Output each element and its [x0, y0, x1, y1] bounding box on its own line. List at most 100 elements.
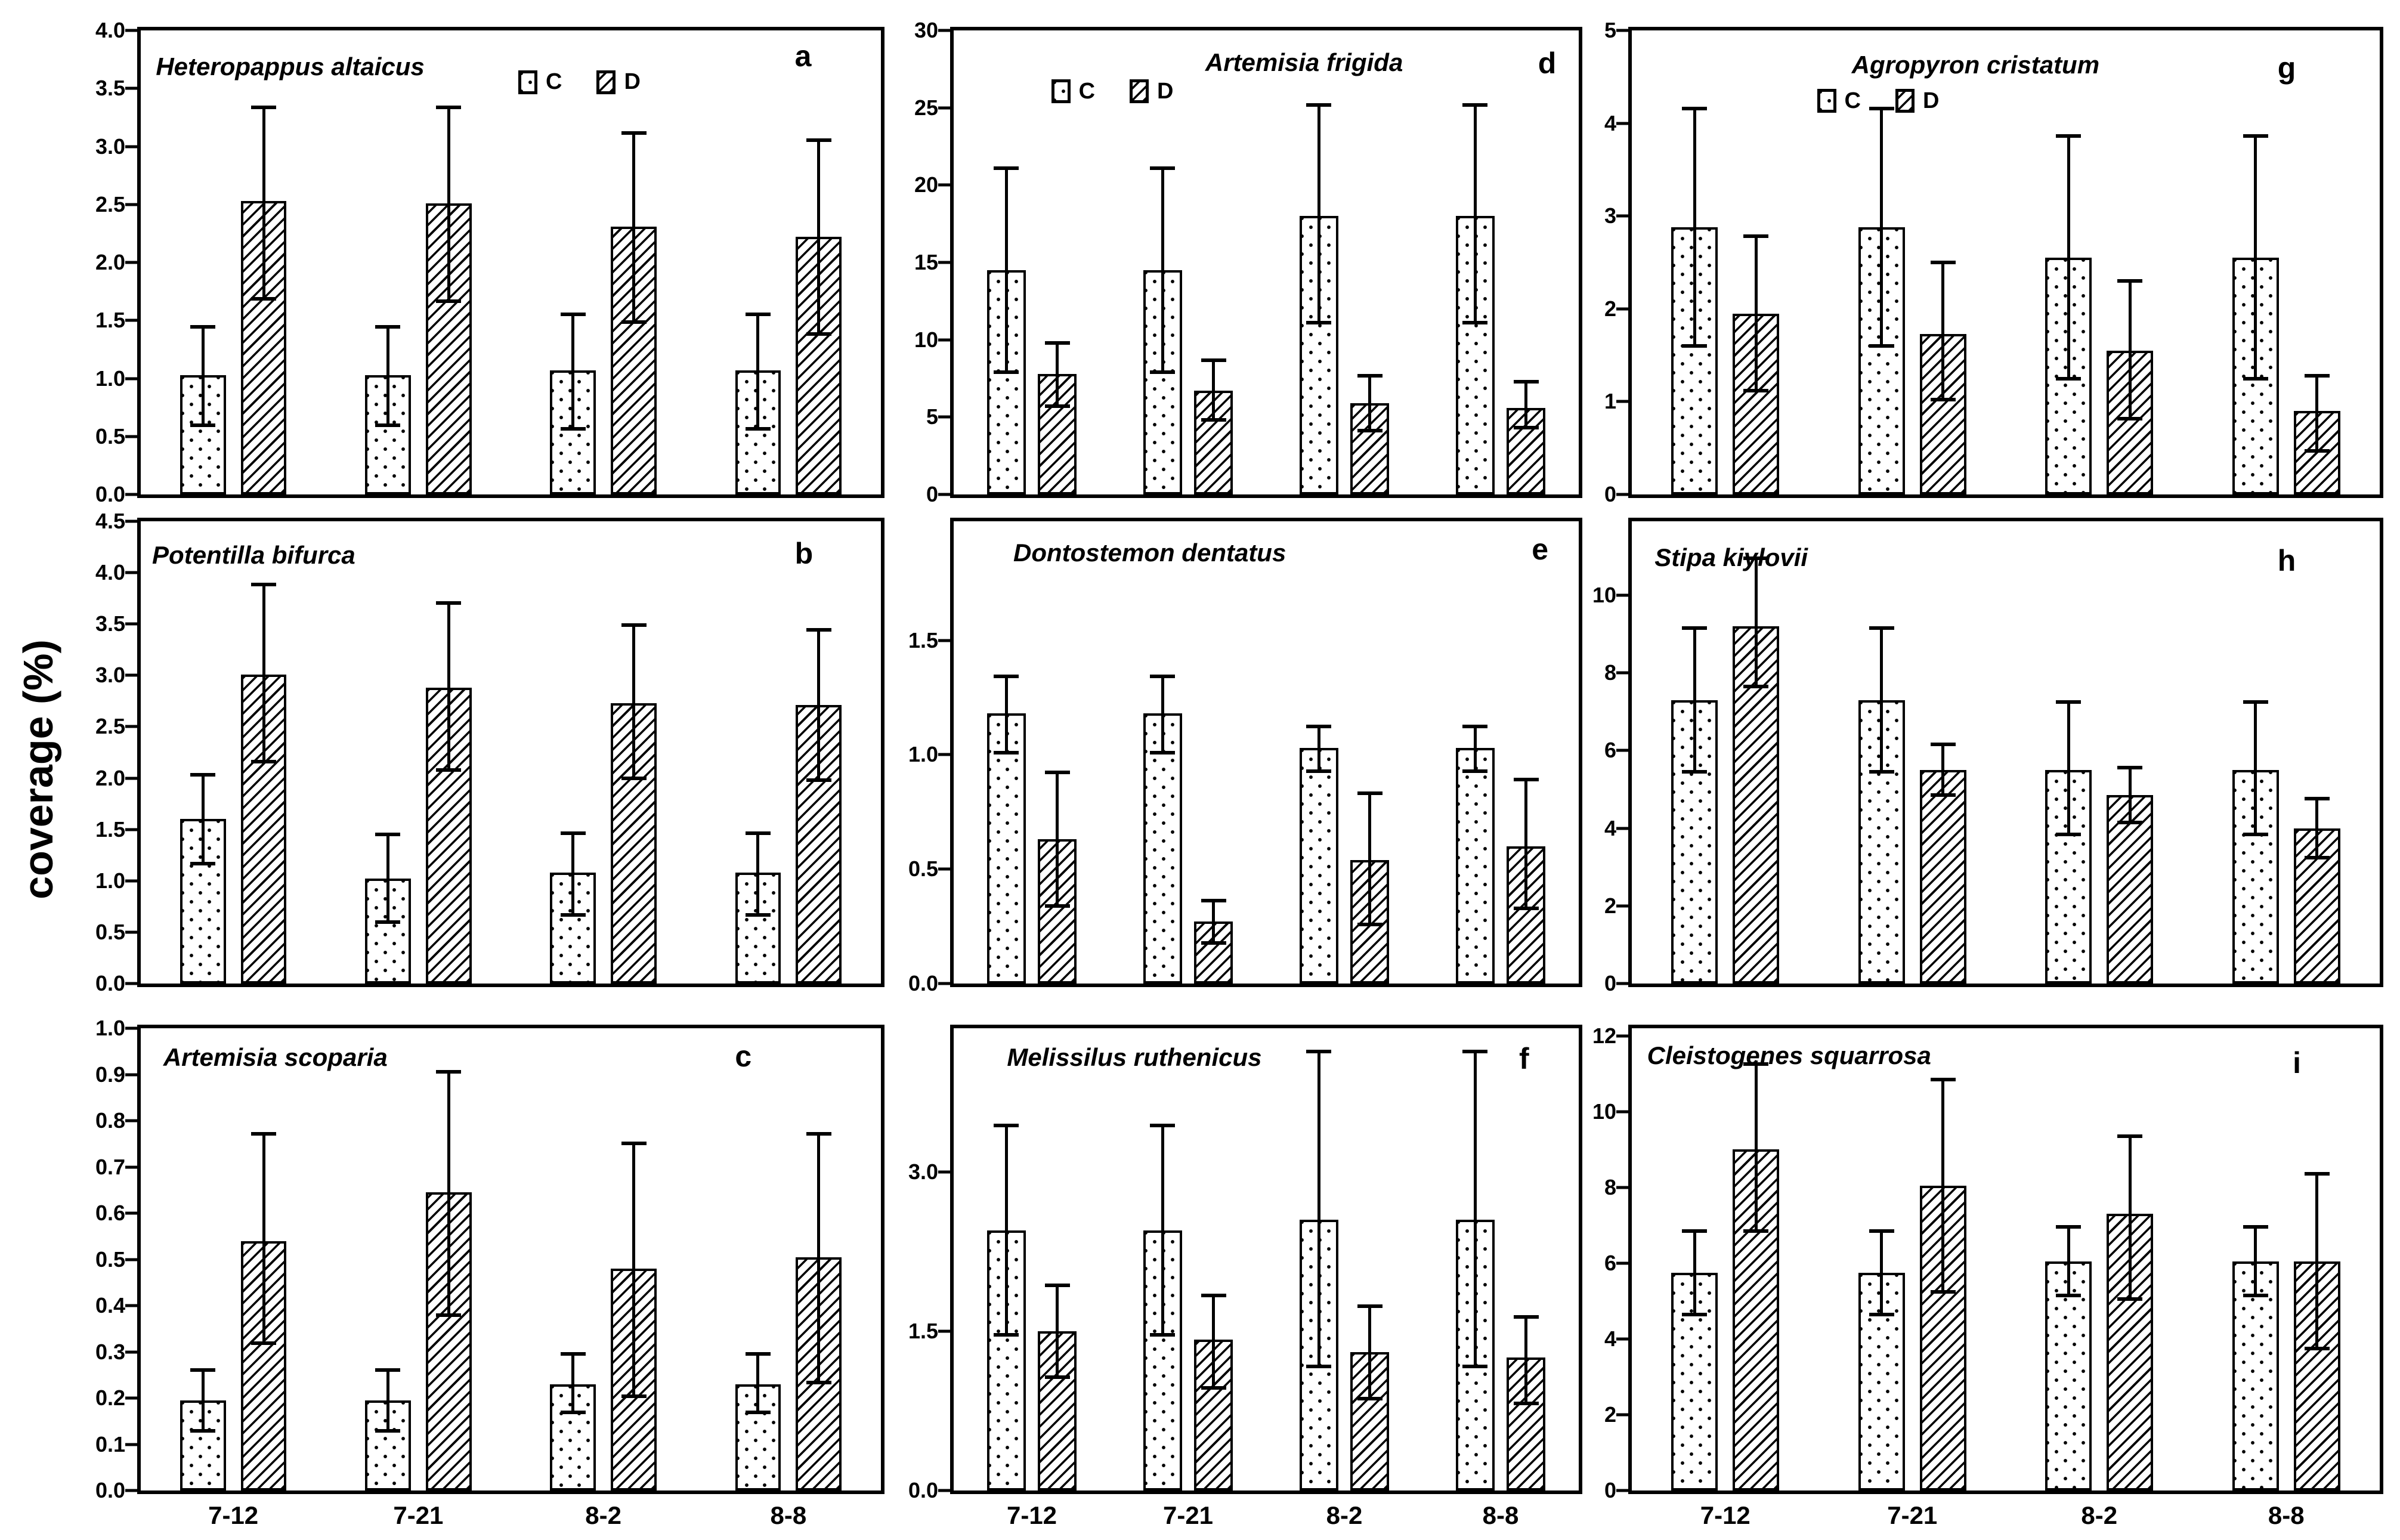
error-cap-top — [1150, 675, 1176, 679]
error-bar-C-7-12 — [1693, 1229, 1696, 1316]
error-cap-top — [2243, 700, 2268, 704]
error-cap-top — [1044, 341, 1070, 345]
error-bar-D-8-2 — [2128, 766, 2132, 824]
y-tick-mark — [125, 1165, 137, 1168]
error-bar-D-8-8 — [1524, 1315, 1528, 1406]
y-tick-mark — [125, 725, 137, 728]
error-cap-top — [2056, 1225, 2082, 1229]
bar-C-8-8 — [2232, 1261, 2279, 1490]
error-cap-bottom — [1462, 769, 1488, 774]
y-tick-mark — [125, 1350, 137, 1353]
legend-label-d: D — [1157, 78, 1174, 104]
y-tick-label: 0.0 — [95, 971, 125, 995]
bar-D-7-21 — [1919, 769, 1966, 984]
y-tick-label: 5 — [1604, 18, 1616, 42]
error-cap-bottom — [251, 760, 276, 764]
chart-title-b: Potentilla bifurca — [152, 541, 355, 570]
error-cap-bottom — [375, 423, 401, 428]
y-tick-mark — [1616, 1489, 1628, 1492]
y-tick-mark — [1616, 400, 1628, 403]
y-tick-mark — [1616, 982, 1628, 985]
y-tick-label: 3.0 — [95, 134, 125, 159]
error-bar-C-8-8 — [756, 312, 760, 431]
error-cap-top — [251, 1132, 276, 1136]
error-cap-top — [1869, 106, 1894, 110]
error-cap-bottom — [1201, 418, 1226, 422]
y-tick-mark — [125, 930, 137, 934]
y-tick-label: 4 — [1604, 110, 1616, 135]
error-cap-top — [251, 106, 276, 110]
error-bar-D-8-2 — [632, 1141, 635, 1398]
error-cap-top — [806, 138, 831, 142]
error-bar-C-8-8 — [756, 831, 760, 917]
y-tick-mark — [938, 867, 950, 871]
plot-area-e: 0.0 0.5 1.0 1.5 — [908, 518, 1582, 995]
error-bar-C-8-2 — [2067, 134, 2070, 381]
y-tick-mark — [125, 261, 137, 264]
error-cap-top — [1306, 103, 1332, 107]
error-bar-D-8-2 — [632, 623, 635, 780]
x-tick-label-7-12: 7-12 — [1006, 1501, 1057, 1529]
y-axis-label: coverage (%) — [15, 639, 61, 899]
y-tick-label: 6 — [1604, 1250, 1616, 1275]
error-cap-bottom — [560, 427, 586, 431]
error-cap-bottom — [1357, 429, 1383, 433]
bar-D-8-2 — [1350, 403, 1390, 494]
legend-label-d: D — [624, 69, 641, 95]
error-cap-top — [436, 106, 462, 110]
error-bar-C-7-21 — [1161, 1124, 1164, 1337]
error-cap-bottom — [2243, 1294, 2268, 1298]
error-cap-top — [806, 1132, 831, 1136]
error-cap-top — [745, 1352, 771, 1356]
error-bar-C-7-21 — [1161, 675, 1164, 755]
y-tick-label: 1.0 — [95, 868, 125, 893]
y-tick-label: 0.8 — [95, 1108, 125, 1133]
error-cap-top — [2117, 1134, 2143, 1138]
error-cap-bottom — [1044, 1375, 1070, 1379]
legend-item-d: D — [1130, 78, 1174, 104]
error-bar-D-7-12 — [262, 106, 265, 301]
y-tick-mark — [1616, 214, 1628, 218]
y-tick-mark — [938, 338, 950, 342]
plot-area-c: 0.0 0.1 0.2 0.3 0.4 0.5 0.6 0.7 0.8 0.9 1.0 7-12 7-2… — [95, 1016, 884, 1529]
y-tick-mark — [125, 1211, 137, 1215]
y-tick-mark — [938, 29, 950, 32]
y-tick-mark — [125, 571, 137, 574]
error-bar-C-8-8 — [2254, 1225, 2257, 1298]
error-cap-top — [251, 583, 276, 587]
y-tick-label: 0.1 — [95, 1431, 125, 1456]
error-cap-top — [1682, 1229, 1708, 1233]
legend-swatch-d-icon — [596, 70, 616, 94]
y-tick-mark — [125, 622, 137, 626]
error-cap-bottom — [1150, 370, 1176, 374]
y-tick-label: 2.5 — [95, 714, 125, 739]
plot-area-g: 0 1 2 3 4 5 — [1604, 18, 2383, 506]
y-tick-label: 0.7 — [95, 1154, 125, 1179]
bar-D-7-12 — [1733, 1149, 1780, 1490]
error-cap-bottom — [436, 299, 462, 304]
error-cap-top — [190, 1368, 216, 1372]
panel-letter-d: d — [1538, 46, 1557, 80]
error-cap-top — [560, 831, 586, 836]
error-bar-D-8-2 — [2128, 279, 2132, 420]
error-cap-top — [1201, 899, 1226, 903]
error-cap-top — [1869, 1229, 1894, 1233]
bar-C-8-2 — [1299, 216, 1338, 494]
y-tick-mark — [125, 1396, 137, 1400]
plot-area-i: 0 2 4 6 8 10 12 7-12 7-21 8-2 8-8 — [1592, 1023, 2383, 1529]
error-bar-C-8-8 — [1473, 1049, 1477, 1369]
y-tick-mark — [938, 261, 950, 264]
error-bar-D-8-8 — [817, 1132, 821, 1384]
error-bar-D-8-8 — [2315, 797, 2319, 859]
legend-swatch-d-icon — [1895, 89, 1915, 113]
y-tick-mark — [1616, 1413, 1628, 1417]
panel-letter-c: c — [735, 1039, 752, 1073]
y-tick-mark — [1616, 1034, 1628, 1038]
error-cap-bottom — [1869, 770, 1894, 774]
error-bar-D-7-21 — [447, 106, 450, 304]
bar-D-7-21 — [425, 688, 472, 984]
error-bar-C-7-12 — [1004, 1124, 1008, 1337]
legend-label-c: C — [1844, 88, 1861, 113]
error-cap-bottom — [1044, 404, 1070, 408]
error-cap-top — [1513, 777, 1539, 781]
